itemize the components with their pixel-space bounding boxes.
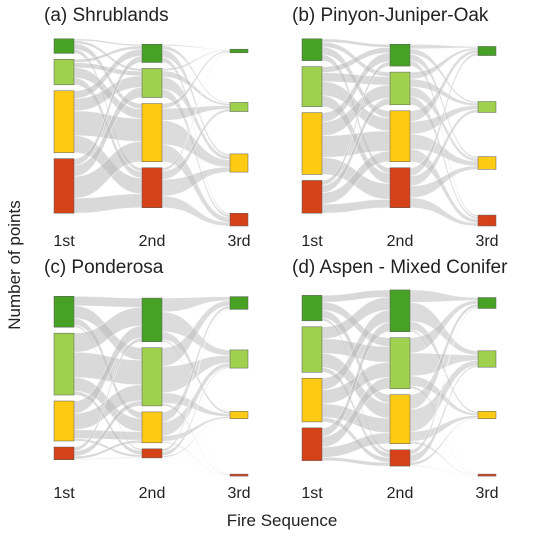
nodes <box>301 38 497 227</box>
panel-4: (d) Aspen - Mixed Conifer 1st 2nd 3rd <box>292 257 508 502</box>
stage-label: 1st <box>301 485 323 502</box>
node-moderate <box>229 102 249 112</box>
panel-title: (d) Aspen - Mixed Conifer <box>292 257 508 278</box>
node-high <box>301 295 323 322</box>
node-low <box>141 411 163 444</box>
y-axis-label: Number of points <box>5 200 24 329</box>
stage-label: 2nd <box>387 485 414 502</box>
node-moderate <box>389 337 411 389</box>
node-unburned <box>53 446 75 460</box>
node-high <box>389 289 411 332</box>
node-unburned <box>389 167 411 208</box>
node-high <box>301 38 323 61</box>
node-unburned <box>301 180 323 214</box>
node-high <box>141 297 163 342</box>
stage-label: 1st <box>53 485 75 502</box>
node-low <box>53 90 75 153</box>
stage-label: 2nd <box>139 485 166 502</box>
node-unburned <box>53 158 75 214</box>
node-moderate <box>477 101 497 113</box>
nodes <box>53 38 249 227</box>
node-unburned <box>301 427 323 461</box>
node-high <box>477 297 497 309</box>
node-high <box>229 48 249 54</box>
node-unburned <box>477 473 497 477</box>
node-moderate <box>389 71 411 106</box>
node-moderate <box>301 326 323 373</box>
node-high <box>53 38 75 54</box>
node-low <box>301 112 323 175</box>
node-moderate <box>141 68 163 98</box>
flow-link <box>409 197 479 227</box>
panel-title: (b) Pinyon-Juniper-Oak <box>292 5 489 26</box>
node-unburned <box>141 448 163 459</box>
node-low <box>53 400 75 442</box>
node-low <box>477 156 497 170</box>
stage-label: 3rd <box>475 485 498 502</box>
node-low <box>141 103 163 162</box>
node-high <box>389 44 411 67</box>
stage-label: 3rd <box>227 485 250 502</box>
node-high <box>229 296 249 310</box>
node-moderate <box>53 59 75 86</box>
node-high <box>53 296 75 328</box>
node-low <box>301 378 323 423</box>
flows <box>73 38 231 227</box>
flow-link <box>409 289 479 303</box>
node-high <box>477 46 497 56</box>
node-low <box>229 153 249 173</box>
node-moderate <box>477 350 497 368</box>
node-low <box>477 411 497 419</box>
node-unburned <box>229 213 249 227</box>
node-unburned <box>477 214 497 227</box>
panel-2: (b) Pinyon-Juniper-Oak 1st 2nd 3rd <box>292 5 499 250</box>
node-high <box>141 44 163 63</box>
node-low <box>229 411 249 419</box>
stage-label: 1st <box>301 233 323 250</box>
stage-label: 3rd <box>227 233 250 250</box>
panel-3: (c) Ponderosa 1st 2nd 3rd <box>44 257 251 502</box>
panel-title: (c) Ponderosa <box>44 257 164 278</box>
node-moderate <box>301 66 323 107</box>
node-moderate <box>229 349 249 369</box>
nodes <box>53 296 249 477</box>
flow-link <box>409 43 479 50</box>
node-low <box>389 394 411 444</box>
node-moderate <box>53 332 75 396</box>
panel-title: (a) Shrublands <box>44 5 169 26</box>
node-moderate <box>141 347 163 407</box>
stage-label: 2nd <box>139 233 166 250</box>
nodes <box>301 289 497 477</box>
node-unburned <box>229 473 249 477</box>
stage-label: 3rd <box>475 233 498 250</box>
node-unburned <box>141 167 163 208</box>
stage-label: 2nd <box>387 233 414 250</box>
node-low <box>389 110 411 162</box>
flow-link <box>73 295 143 308</box>
stage-label: 1st <box>53 233 75 250</box>
flows <box>73 295 231 477</box>
panel-1: (a) Shrublands 1st 2nd 3rd <box>44 5 251 250</box>
x-axis-label: Fire Sequence <box>227 511 338 530</box>
node-unburned <box>389 449 411 467</box>
